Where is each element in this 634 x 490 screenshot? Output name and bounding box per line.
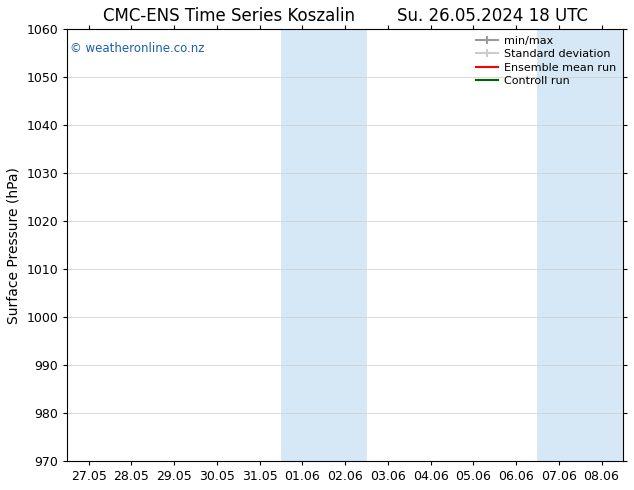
Text: © weatheronline.co.nz: © weatheronline.co.nz [70,42,205,55]
Legend: min/max, Standard deviation, Ensemble mean run, Controll run: min/max, Standard deviation, Ensemble me… [472,31,621,90]
Bar [281,29,366,461]
Bar [538,29,623,461]
Title: CMC-ENS Time Series Koszalin        Su. 26.05.2024 18 UTC: CMC-ENS Time Series Koszalin Su. 26.05.2… [103,7,588,25]
Y-axis label: Surface Pressure (hPa): Surface Pressure (hPa) [7,167,21,323]
